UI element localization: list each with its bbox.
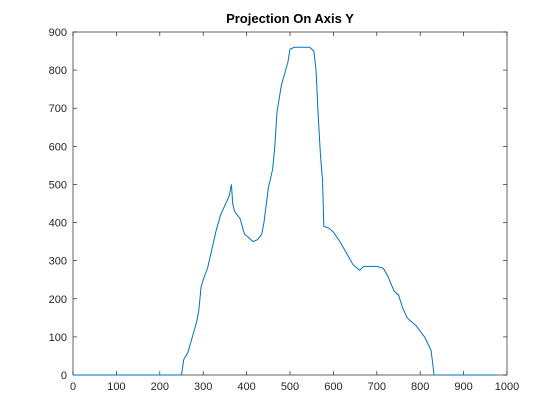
y-tick-label: 600 bbox=[49, 141, 67, 153]
x-tick-label: 800 bbox=[411, 381, 429, 393]
x-tick-label: 100 bbox=[107, 381, 125, 393]
y-tick-label: 700 bbox=[49, 103, 67, 115]
y-tick-label: 200 bbox=[49, 294, 67, 306]
x-tick-label: 300 bbox=[194, 381, 212, 393]
x-tick-label: 900 bbox=[454, 381, 472, 393]
x-tick-label: 700 bbox=[368, 381, 386, 393]
y-tick-label: 900 bbox=[49, 27, 67, 39]
y-tick-label: 800 bbox=[49, 65, 67, 77]
y-tick-label: 0 bbox=[61, 370, 67, 382]
y-tick-label: 100 bbox=[49, 332, 67, 344]
chart-title: Projection On Axis Y bbox=[226, 11, 354, 26]
y-tick-label: 500 bbox=[49, 179, 67, 191]
x-tick-label: 400 bbox=[237, 381, 255, 393]
line bbox=[73, 46, 498, 376]
x-tick-label: 1000 bbox=[495, 381, 519, 393]
y-tick-label: 400 bbox=[49, 218, 67, 230]
x-tick-label: 600 bbox=[324, 381, 342, 393]
x-tick-label: 500 bbox=[281, 381, 299, 393]
plot-area bbox=[72, 31, 508, 376]
x-tick-label: 0 bbox=[70, 381, 76, 393]
y-tick-label: 300 bbox=[49, 256, 67, 268]
x-tick-label: 200 bbox=[151, 381, 169, 393]
